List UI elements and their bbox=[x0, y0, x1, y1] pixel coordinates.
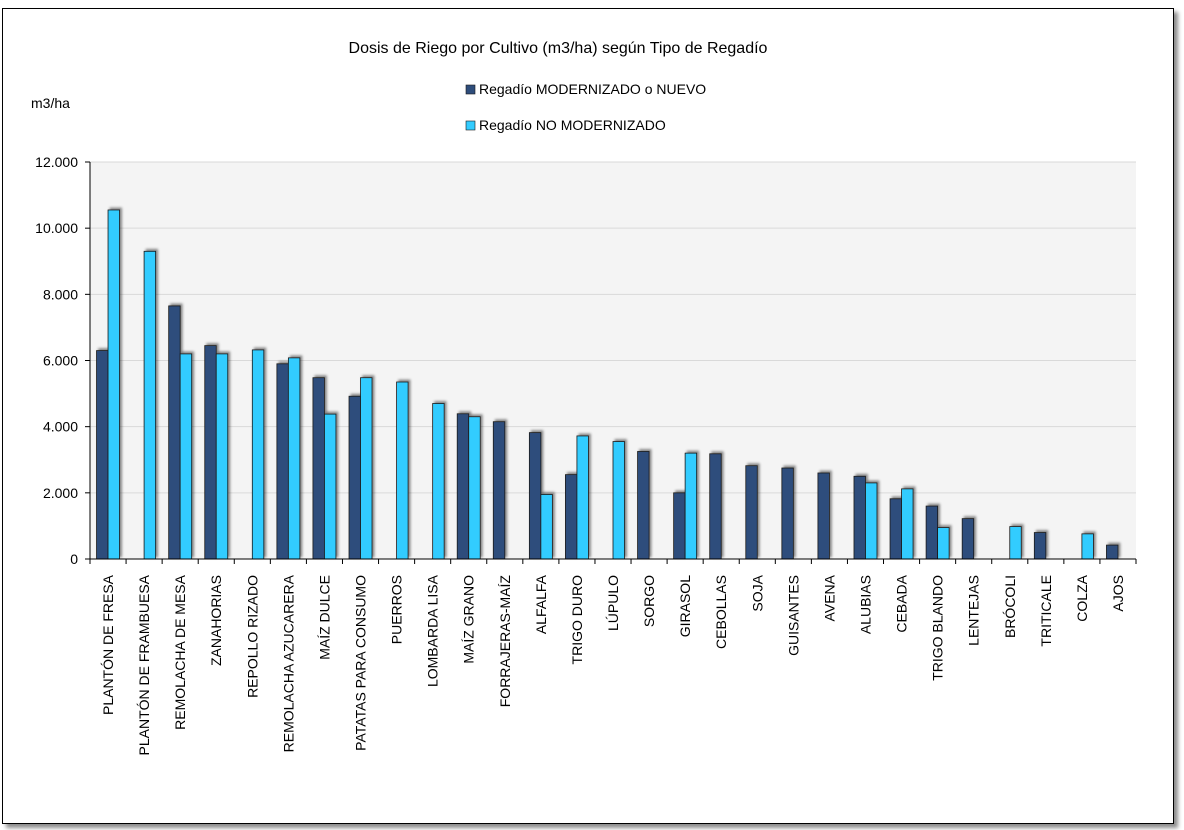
legend-swatch bbox=[465, 120, 476, 131]
category-label: REMOLACHA DE MESA bbox=[172, 574, 188, 729]
category-label: PATATAS PARA CONSUMO bbox=[353, 575, 369, 751]
bar-modernizado bbox=[348, 395, 361, 560]
bar-modernizado bbox=[528, 432, 542, 560]
bar-no-modernizado bbox=[179, 353, 193, 560]
chart-frame: 0 2.000 4.000 6.000 8.000 10.000 12.000 PLANTÓ… bbox=[2, 8, 1174, 824]
bar-modernizado bbox=[817, 472, 830, 560]
bar-no-modernizado bbox=[540, 494, 553, 560]
bar-no-modernizado bbox=[684, 452, 698, 560]
bar-no-modernizado bbox=[360, 377, 373, 560]
bar-modernizado bbox=[312, 377, 325, 560]
category-label: MAÍZ GRANO bbox=[461, 575, 477, 664]
bar-modernizado bbox=[961, 518, 975, 560]
bar-no-modernizado bbox=[901, 488, 914, 560]
category-label: CEBADA bbox=[894, 574, 910, 632]
category-label: SORGO bbox=[641, 575, 657, 627]
chart-title: Dosis de Riego por Cultivo (m3/ha) según… bbox=[349, 40, 768, 57]
bar-modernizado bbox=[781, 467, 794, 560]
bar-modernizado bbox=[709, 453, 722, 560]
bar-no-modernizado bbox=[324, 413, 337, 560]
category-label: PLANTÓN DE FRESA bbox=[100, 574, 116, 715]
category-label: PUERROS bbox=[389, 575, 405, 644]
y-axis-label: m3/ha bbox=[31, 95, 70, 111]
bar-no-modernizado bbox=[576, 435, 589, 560]
category-label: FORRAJERAS-MAÍZ bbox=[497, 575, 513, 708]
bar-chart: 0 2.000 4.000 6.000 8.000 10.000 12.000 PLANTÓ… bbox=[31, 40, 1137, 755]
bar-modernizado bbox=[276, 363, 289, 560]
bar-no-modernizado bbox=[1081, 533, 1094, 560]
category-label: AJOS bbox=[1110, 575, 1126, 612]
category-label: SOJA bbox=[749, 574, 765, 611]
category-label: REMOLACHA AZUCARERA bbox=[280, 574, 296, 752]
bar-no-modernizado bbox=[215, 353, 229, 560]
category-label: TRITICALE bbox=[1038, 575, 1054, 647]
category-label: ALUBIAS bbox=[857, 575, 873, 634]
bar-no-modernizado bbox=[468, 416, 481, 560]
category-label: PLANTÓN DE FRAMBUESA bbox=[136, 574, 152, 755]
y-tick-label: 8.000 bbox=[43, 286, 78, 302]
bar-modernizado bbox=[853, 475, 866, 560]
bar-modernizado bbox=[889, 498, 902, 560]
bar-no-modernizado bbox=[937, 527, 950, 560]
category-label: CEBOLLAS bbox=[713, 575, 729, 649]
category-label: ALFALFA bbox=[533, 574, 549, 634]
y-tick-label: 12.000 bbox=[35, 154, 78, 170]
legend-entry: Regadío MODERNIZADO o NUEVO bbox=[479, 81, 706, 97]
bar-modernizado bbox=[925, 505, 939, 560]
bar-no-modernizado bbox=[865, 482, 878, 560]
legend: Regadío MODERNIZADO o NUEVO Regadío NO MO… bbox=[465, 81, 706, 133]
bar-modernizado bbox=[96, 350, 109, 560]
bar-modernizado bbox=[673, 492, 686, 560]
category-label: LENTEJAS bbox=[966, 575, 982, 646]
y-tick-label: 6.000 bbox=[43, 353, 78, 369]
bar-modernizado bbox=[1106, 544, 1119, 560]
bar-modernizado bbox=[565, 474, 578, 560]
bar-modernizado bbox=[456, 413, 470, 560]
bar-no-modernizado bbox=[143, 250, 157, 560]
y-tick-label: 2.000 bbox=[43, 485, 78, 501]
bar-no-modernizado bbox=[107, 209, 120, 560]
bar-no-modernizado bbox=[396, 381, 409, 560]
bar-no-modernizado bbox=[432, 403, 445, 560]
bar-modernizado bbox=[168, 305, 181, 560]
legend-entry: Regadío NO MODERNIZADO bbox=[479, 117, 666, 133]
category-label: TRIGO BLANDO bbox=[930, 575, 946, 681]
bar-no-modernizado bbox=[1009, 526, 1022, 560]
bar-no-modernizado bbox=[287, 357, 301, 560]
y-tick-label: 0 bbox=[70, 551, 78, 567]
y-tick-label: 4.000 bbox=[43, 419, 78, 435]
category-label: LOMBARDA LISA bbox=[425, 574, 441, 687]
bar-no-modernizado bbox=[612, 441, 625, 560]
category-label: MAÍZ DULCE bbox=[316, 575, 332, 660]
category-label: TRIGO DURO bbox=[569, 575, 585, 665]
bar-modernizado bbox=[745, 465, 758, 560]
bar-modernizado bbox=[204, 345, 217, 560]
category-label: GUISANTES bbox=[785, 575, 801, 656]
category-label: LÚPULO bbox=[605, 575, 621, 631]
bar-modernizado bbox=[1033, 532, 1047, 560]
y-tick-label: 10.000 bbox=[35, 220, 78, 236]
bar-modernizado bbox=[492, 421, 506, 560]
category-label: ZANAHORIAS bbox=[208, 575, 224, 666]
category-label: COLZA bbox=[1074, 574, 1090, 621]
bar-no-modernizado bbox=[251, 349, 265, 560]
category-label: BRÓCOLI bbox=[1002, 575, 1018, 638]
bar-modernizado bbox=[637, 451, 650, 560]
legend-swatch bbox=[465, 84, 476, 95]
category-label: REPOLLO RIZADO bbox=[244, 575, 260, 698]
category-label: AVENA bbox=[821, 574, 837, 621]
category-label: GIRASOL bbox=[677, 575, 693, 637]
